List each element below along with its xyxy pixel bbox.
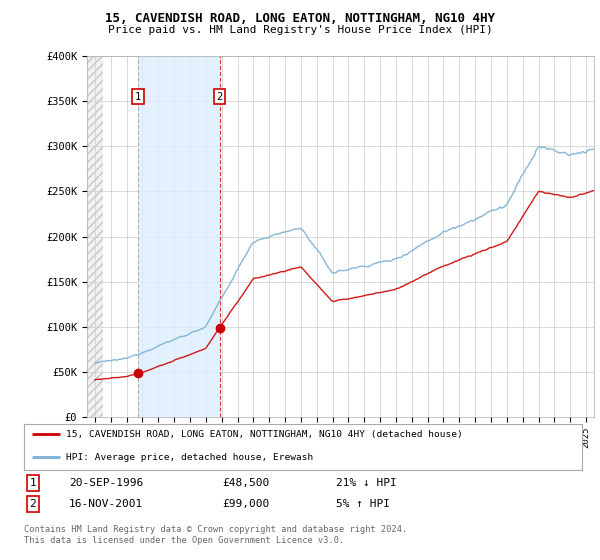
Text: HPI: Average price, detached house, Erewash: HPI: Average price, detached house, Erew… xyxy=(66,453,313,462)
Text: Contains HM Land Registry data © Crown copyright and database right 2024.
This d: Contains HM Land Registry data © Crown c… xyxy=(24,525,407,545)
Text: £99,000: £99,000 xyxy=(222,499,269,509)
Text: 1: 1 xyxy=(135,92,141,101)
Text: Price paid vs. HM Land Registry's House Price Index (HPI): Price paid vs. HM Land Registry's House … xyxy=(107,25,493,35)
Bar xyxy=(138,56,220,417)
Bar xyxy=(71,56,103,417)
Text: 15, CAVENDISH ROAD, LONG EATON, NOTTINGHAM, NG10 4HY: 15, CAVENDISH ROAD, LONG EATON, NOTTINGH… xyxy=(105,12,495,25)
Text: 20-SEP-1996: 20-SEP-1996 xyxy=(69,478,143,488)
Text: 15, CAVENDISH ROAD, LONG EATON, NOTTINGHAM, NG10 4HY (detached house): 15, CAVENDISH ROAD, LONG EATON, NOTTINGH… xyxy=(66,431,463,440)
Text: 2: 2 xyxy=(217,92,223,101)
Text: 5% ↑ HPI: 5% ↑ HPI xyxy=(336,499,390,509)
Text: 2: 2 xyxy=(29,499,37,509)
Text: 16-NOV-2001: 16-NOV-2001 xyxy=(69,499,143,509)
Text: 1: 1 xyxy=(29,478,37,488)
Text: £48,500: £48,500 xyxy=(222,478,269,488)
Text: 21% ↓ HPI: 21% ↓ HPI xyxy=(336,478,397,488)
